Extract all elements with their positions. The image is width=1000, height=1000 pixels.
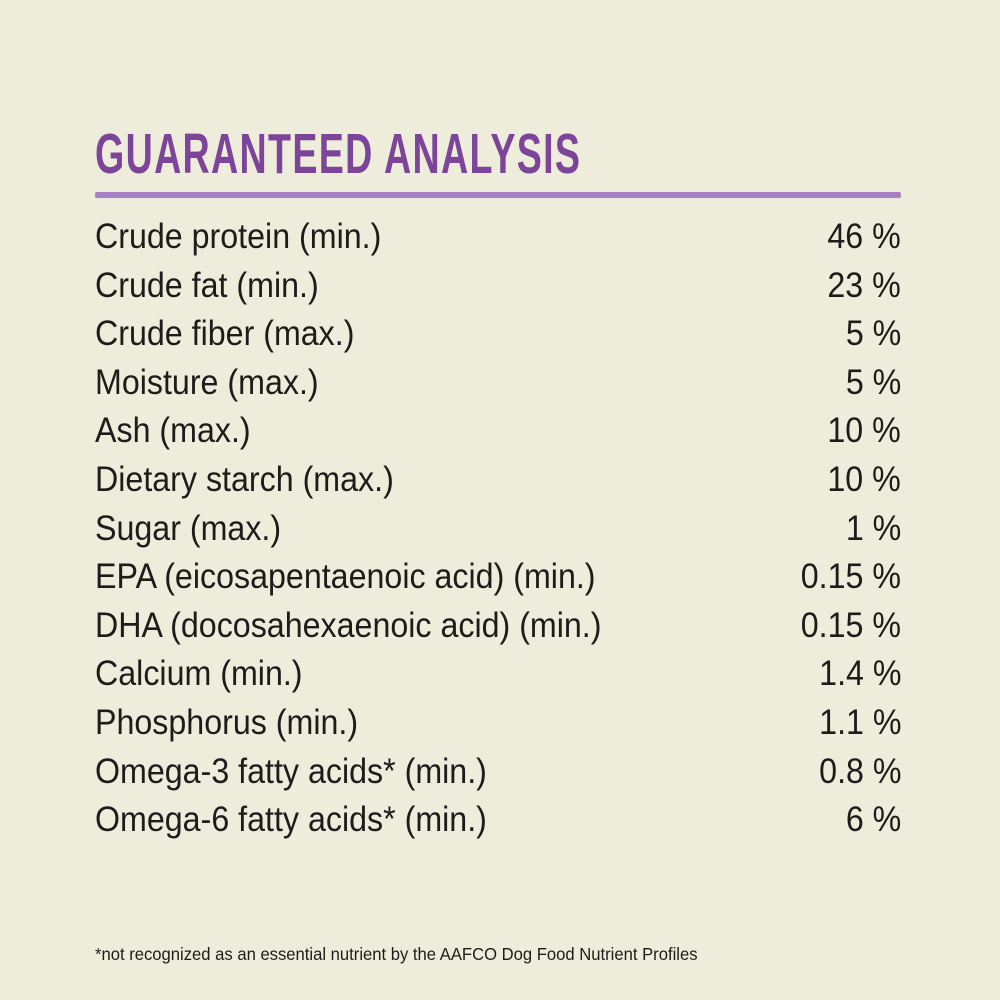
table-row: Calcium (min.) 1.4 %: [95, 650, 901, 699]
analysis-table: Crude protein (min.) 46 % Crude fat (min…: [95, 213, 901, 845]
table-row: Crude fiber (max.) 5 %: [95, 310, 901, 359]
nutrient-label: Crude fat (min.): [95, 265, 319, 305]
nutrient-value: 5 %: [845, 362, 901, 402]
footnote: *not recognized as an essential nutrient…: [95, 944, 698, 964]
nutrient-label: Omega-6 fatty acids* (min.): [95, 800, 487, 840]
table-row: Ash (max.) 10 %: [95, 407, 901, 456]
nutrient-label: Crude fiber (max.): [95, 314, 355, 354]
table-row: Phosphorus (min.) 1.1 %: [95, 699, 901, 748]
nutrient-value: 1 %: [845, 508, 901, 548]
nutrient-value: 23 %: [827, 265, 901, 305]
nutrient-value: 6 %: [845, 800, 901, 840]
table-row: Omega-3 fatty acids* (min.) 0.8 %: [95, 748, 901, 797]
nutrient-label: Ash (max.): [95, 411, 251, 451]
nutrient-label: Sugar (max.): [95, 508, 282, 548]
nutrient-label: Dietary starch (max.): [95, 459, 394, 499]
nutrient-label: Crude protein (min.): [95, 217, 382, 256]
table-row: Sugar (max.) 1 %: [95, 505, 901, 554]
nutrient-value: 5 %: [845, 314, 901, 354]
nutrient-value: 10 %: [827, 459, 901, 499]
title-divider: [95, 192, 901, 198]
nutrient-label: Phosphorus (min.): [95, 702, 359, 742]
table-row: Crude protein (min.) 46 %: [95, 213, 901, 262]
page-title: GUARANTEED ANALYSIS: [95, 121, 832, 187]
page-title-text: GUARANTEED ANALYSIS: [95, 122, 582, 186]
table-row: DHA (docosahexaenoic acid) (min.) 0.15 %: [95, 602, 901, 651]
nutrient-value: 46 %: [827, 217, 901, 256]
nutrient-value: 10 %: [827, 411, 901, 451]
nutrient-label: DHA (docosahexaenoic acid) (min.): [95, 605, 602, 645]
table-row: EPA (eicosapentaenoic acid) (min.) 0.15 …: [95, 553, 901, 602]
nutrient-label: Omega-3 fatty acids* (min.): [95, 751, 487, 791]
nutrient-label: Calcium (min.): [95, 654, 303, 694]
nutrient-value: 0.15 %: [800, 557, 901, 597]
table-row: Moisture (max.) 5 %: [95, 359, 901, 408]
nutrient-label: Moisture (max.): [95, 362, 319, 402]
table-row: Omega-6 fatty acids* (min.) 6 %: [95, 796, 901, 845]
nutrient-label: EPA (eicosapentaenoic acid) (min.): [95, 557, 596, 597]
nutrient-value: 1.4 %: [818, 654, 901, 694]
nutrient-value: 0.15 %: [800, 605, 901, 645]
table-row: Dietary starch (max.) 10 %: [95, 456, 901, 505]
nutrient-value: 1.1 %: [818, 702, 901, 742]
table-row: Crude fat (min.) 23 %: [95, 262, 901, 311]
nutrient-value: 0.8 %: [818, 751, 901, 791]
